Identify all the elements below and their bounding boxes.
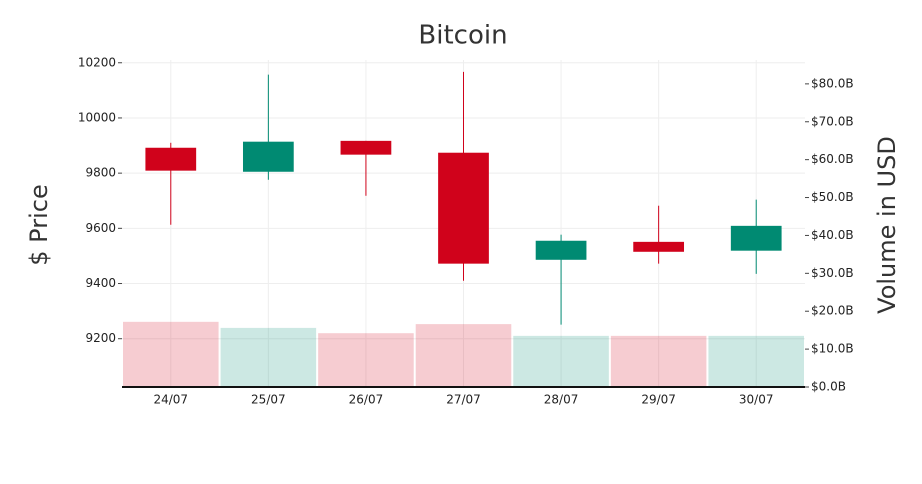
y-tick-label: 9800: [85, 166, 116, 180]
y2-tick-label: $50.0B: [811, 190, 854, 204]
candle-body: [242, 141, 294, 172]
x-tick-label: 29/07: [641, 393, 676, 407]
x-tick-label: 27/07: [446, 393, 481, 407]
candle-body: [438, 152, 489, 264]
x-tick-label: 24/07: [153, 393, 188, 407]
candle-body: [145, 147, 197, 171]
x-tick-label: 26/07: [349, 393, 384, 407]
y-axis-title: $ Price: [25, 184, 53, 265]
candle-body: [633, 241, 685, 252]
volume-bar: [415, 324, 512, 387]
volume-bar: [220, 327, 317, 387]
y2-tick-label: $30.0B: [811, 266, 854, 280]
volume-bar: [318, 333, 414, 387]
volume-bar: [610, 335, 707, 387]
volume-bar: [513, 335, 609, 387]
y2-tick-label: $0.0B: [811, 380, 846, 394]
x-tick-label: 28/07: [544, 393, 579, 407]
y2-tick-label: $20.0B: [811, 304, 854, 318]
y-tick-label: 10000: [78, 110, 116, 124]
chart-title: Bitcoin: [418, 21, 507, 51]
y2-tick-label: $40.0B: [811, 228, 854, 242]
y2-tick-label: $60.0B: [811, 152, 854, 166]
y-tick-label: 10200: [78, 55, 116, 69]
candle-body: [730, 225, 782, 251]
candle-body: [535, 240, 587, 260]
volume-bar: [708, 335, 804, 387]
x-tick-label: 25/07: [251, 393, 286, 407]
y-tick-label: 9200: [85, 331, 116, 345]
y2-tick-label: $80.0B: [811, 76, 854, 90]
y2-tick-label: $70.0B: [811, 114, 854, 128]
x-tick-label: 30/07: [739, 393, 774, 407]
volume-bar: [123, 321, 219, 387]
y-tick-label: 9600: [85, 221, 116, 235]
y-tick-label: 9400: [85, 276, 116, 290]
y2-tick-label: $10.0B: [811, 342, 854, 356]
candle-body: [340, 140, 392, 155]
y2-axis-title: Volume in USD: [873, 136, 901, 314]
